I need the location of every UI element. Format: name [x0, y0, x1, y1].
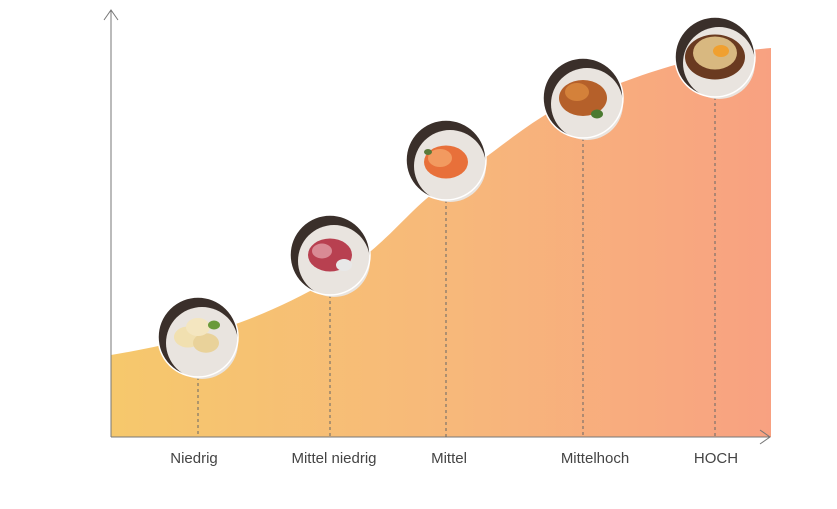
image-border [674, 16, 756, 98]
image-border [405, 119, 487, 201]
food-shape [193, 333, 219, 353]
level-label: Niedrig [170, 450, 218, 467]
food-shape [424, 149, 432, 155]
y-axis-arrow [103, 9, 119, 21]
food-shape [186, 318, 210, 336]
food-shape [565, 83, 589, 101]
food-shape [208, 320, 220, 330]
food-shape [336, 259, 352, 271]
food-image [157, 296, 239, 379]
food-image [405, 119, 487, 202]
level-label: Mittel niedrig [291, 450, 376, 467]
food-image [289, 214, 371, 297]
food-image [674, 16, 756, 99]
food-shape [591, 109, 603, 119]
level-label: Mittel [431, 450, 467, 467]
image-border [289, 214, 371, 296]
level-label: HOCH [694, 450, 738, 467]
levels: Niedrig Mittel niedrig Mittel Mittelhoch HOC… [157, 16, 756, 467]
food-shape [428, 149, 452, 167]
x-axis-arrow [759, 429, 771, 445]
food-image [542, 57, 624, 140]
food-shape [312, 243, 332, 259]
image-border [157, 296, 239, 378]
area-curve [111, 48, 771, 437]
image-border [542, 57, 624, 139]
food-shape [713, 45, 729, 57]
level-label: Mittelhoch [561, 450, 629, 467]
